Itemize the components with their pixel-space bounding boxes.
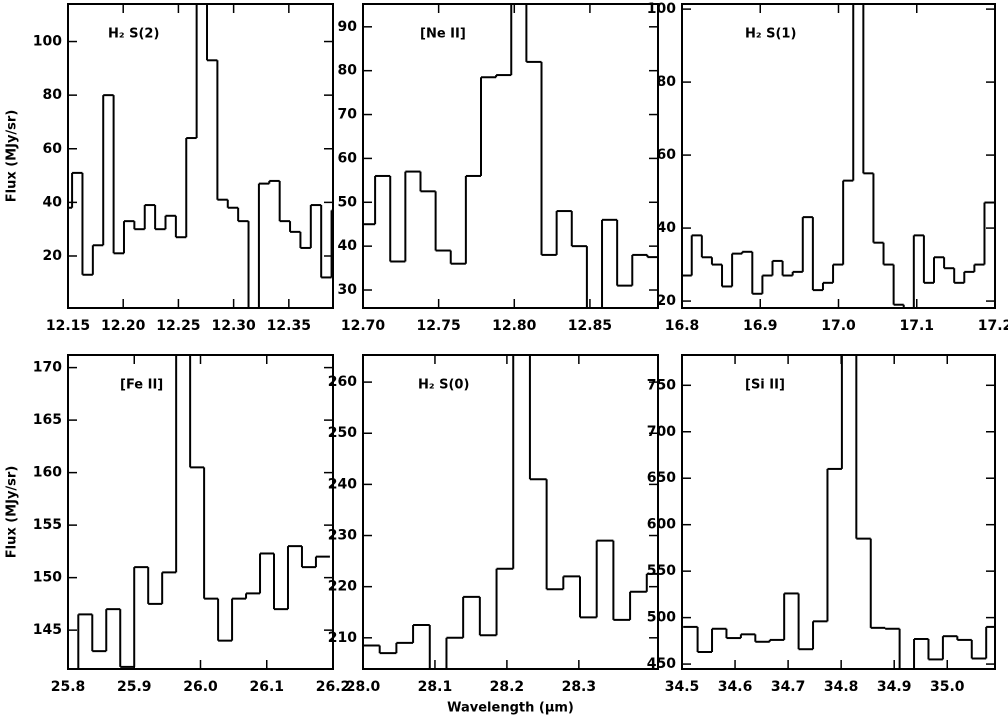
x-tick-label: 34.8 bbox=[824, 679, 859, 695]
plot-area bbox=[682, 4, 995, 308]
plot-area bbox=[363, 4, 658, 308]
y-tick-label: 40 bbox=[43, 194, 63, 210]
x-tick-label: 25.8 bbox=[51, 679, 86, 695]
x-tick-label: 28.3 bbox=[562, 679, 597, 695]
y-tick-label: 60 bbox=[43, 141, 63, 157]
y-tick-label: 145 bbox=[33, 622, 62, 638]
x-tick-label: 12.30 bbox=[211, 318, 256, 334]
plot-area bbox=[68, 4, 333, 308]
x-tick-label: 17.1 bbox=[899, 318, 934, 334]
y-tick-label: 250 bbox=[328, 425, 357, 441]
x-tick-label: 12.85 bbox=[568, 318, 612, 334]
y-tick-label: 40 bbox=[657, 220, 677, 236]
axes-frame bbox=[67, 354, 334, 670]
y-tick-label: 30 bbox=[338, 282, 358, 298]
y-tick-label: 230 bbox=[328, 528, 357, 544]
x-tick-label: 12.20 bbox=[101, 318, 146, 334]
y-tick-label: 240 bbox=[328, 476, 357, 492]
axes-frame bbox=[681, 354, 996, 670]
y-tick-label: 20 bbox=[43, 248, 63, 264]
x-tick-label: 16.8 bbox=[665, 318, 700, 334]
y-tick-label: 60 bbox=[338, 150, 358, 166]
x-tick-label: 12.70 bbox=[341, 318, 386, 334]
y-tick-label: 170 bbox=[33, 360, 62, 376]
y-tick-label: 90 bbox=[338, 19, 358, 35]
y-tick-label: 150 bbox=[33, 570, 62, 586]
x-tick-label: 28.1 bbox=[418, 679, 453, 695]
plot-area bbox=[77, 355, 330, 669]
x-tick-label: 12.25 bbox=[156, 318, 200, 334]
x-tick-label: 25.9 bbox=[117, 679, 152, 695]
annotation: [Fe II] bbox=[120, 378, 163, 393]
annotation: H₂ S(2) bbox=[108, 27, 159, 42]
x-tick-label: 12.80 bbox=[492, 318, 537, 334]
plot-area bbox=[683, 355, 995, 669]
y-tick-label: 20 bbox=[657, 293, 677, 309]
y-tick-label: 260 bbox=[328, 374, 357, 390]
annotation: H₂ S(0) bbox=[418, 378, 469, 393]
y-tick-label: 650 bbox=[647, 470, 676, 486]
x-tick-label: 34.5 bbox=[665, 679, 700, 695]
y-tick-label: 500 bbox=[647, 610, 676, 626]
x-tick-label: 26.1 bbox=[249, 679, 284, 695]
y-tick-label: 450 bbox=[647, 656, 676, 672]
y-tick-label: 70 bbox=[338, 107, 358, 123]
x-tick-label: 12.35 bbox=[267, 318, 311, 334]
x-tick-label: 12.75 bbox=[416, 318, 460, 334]
y-tick-label: 160 bbox=[33, 465, 62, 481]
y-tick-label: 750 bbox=[647, 377, 676, 393]
y-axis-label: Flux (MJy/sr) bbox=[5, 466, 20, 559]
x-tick-label: 34.9 bbox=[877, 679, 912, 695]
y-axis-label: Flux (MJy/sr) bbox=[5, 110, 20, 203]
x-axis-label: Wavelength (μm) bbox=[447, 701, 574, 716]
x-tick-label: 28.2 bbox=[490, 679, 525, 695]
x-tick-label: 12.15 bbox=[46, 318, 90, 334]
y-tick-label: 100 bbox=[647, 1, 676, 17]
y-tick-label: 600 bbox=[647, 517, 676, 533]
y-tick-label: 80 bbox=[338, 63, 358, 79]
x-tick-label: 28.0 bbox=[346, 679, 381, 695]
y-tick-label: 80 bbox=[43, 87, 63, 103]
x-tick-label: 34.7 bbox=[771, 679, 806, 695]
y-tick-label: 60 bbox=[657, 147, 677, 163]
axes-frame bbox=[681, 3, 996, 309]
y-tick-label: 50 bbox=[338, 194, 358, 210]
x-tick-label: 26.0 bbox=[183, 679, 218, 695]
x-tick-label: 34.6 bbox=[718, 679, 753, 695]
y-tick-label: 210 bbox=[328, 630, 357, 646]
axes-frame bbox=[362, 354, 659, 670]
y-tick-label: 40 bbox=[338, 238, 358, 254]
annotation: [Si II] bbox=[745, 378, 785, 393]
x-tick-label: 26.2 bbox=[316, 679, 351, 695]
x-tick-label: 35.0 bbox=[930, 679, 965, 695]
x-tick-label: 16.9 bbox=[743, 318, 778, 334]
y-tick-label: 550 bbox=[647, 563, 676, 579]
annotation: [Ne II] bbox=[420, 27, 466, 42]
y-tick-label: 700 bbox=[647, 424, 676, 440]
y-tick-label: 220 bbox=[328, 579, 357, 595]
y-tick-label: 165 bbox=[33, 412, 62, 428]
y-tick-label: 155 bbox=[33, 517, 62, 533]
axes-frame bbox=[67, 3, 334, 309]
annotation: H₂ S(1) bbox=[745, 27, 796, 42]
y-tick-label: 80 bbox=[657, 74, 677, 90]
x-tick-label: 17.0 bbox=[821, 318, 856, 334]
x-tick-label: 17.2 bbox=[978, 318, 1008, 334]
axes-frame bbox=[362, 3, 659, 309]
y-tick-label: 100 bbox=[33, 34, 62, 50]
plot-area bbox=[363, 355, 658, 669]
